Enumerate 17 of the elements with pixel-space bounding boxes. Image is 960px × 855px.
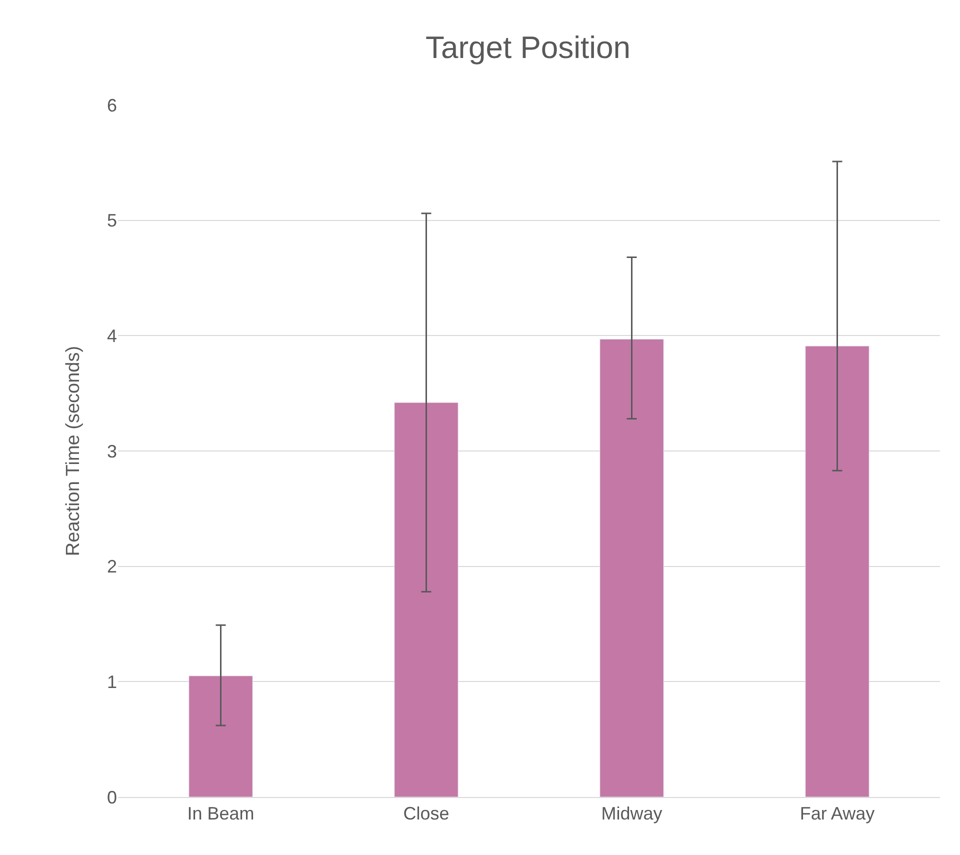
x-tick-label: Far Away — [800, 804, 875, 824]
y-tick-label: 1 — [106, 672, 117, 692]
y-tick-label: 5 — [106, 210, 117, 231]
chart-title: Target Position — [425, 30, 631, 65]
x-tick-label: Close — [403, 804, 450, 824]
y-tick-label: 0 — [106, 787, 117, 808]
y-tick-label: 4 — [106, 326, 117, 346]
bar — [394, 402, 458, 797]
x-tick-label: In Beam — [187, 804, 254, 824]
y-axis-title: Reaction Time (seconds) — [62, 346, 84, 556]
y-tick-label: 2 — [106, 556, 117, 577]
y-tick-label: 3 — [106, 441, 117, 462]
bar — [188, 676, 253, 797]
y-tick-label: 6 — [106, 95, 117, 116]
bar — [600, 338, 664, 797]
x-tick-label: Midway — [601, 804, 662, 824]
bar — [805, 346, 870, 797]
